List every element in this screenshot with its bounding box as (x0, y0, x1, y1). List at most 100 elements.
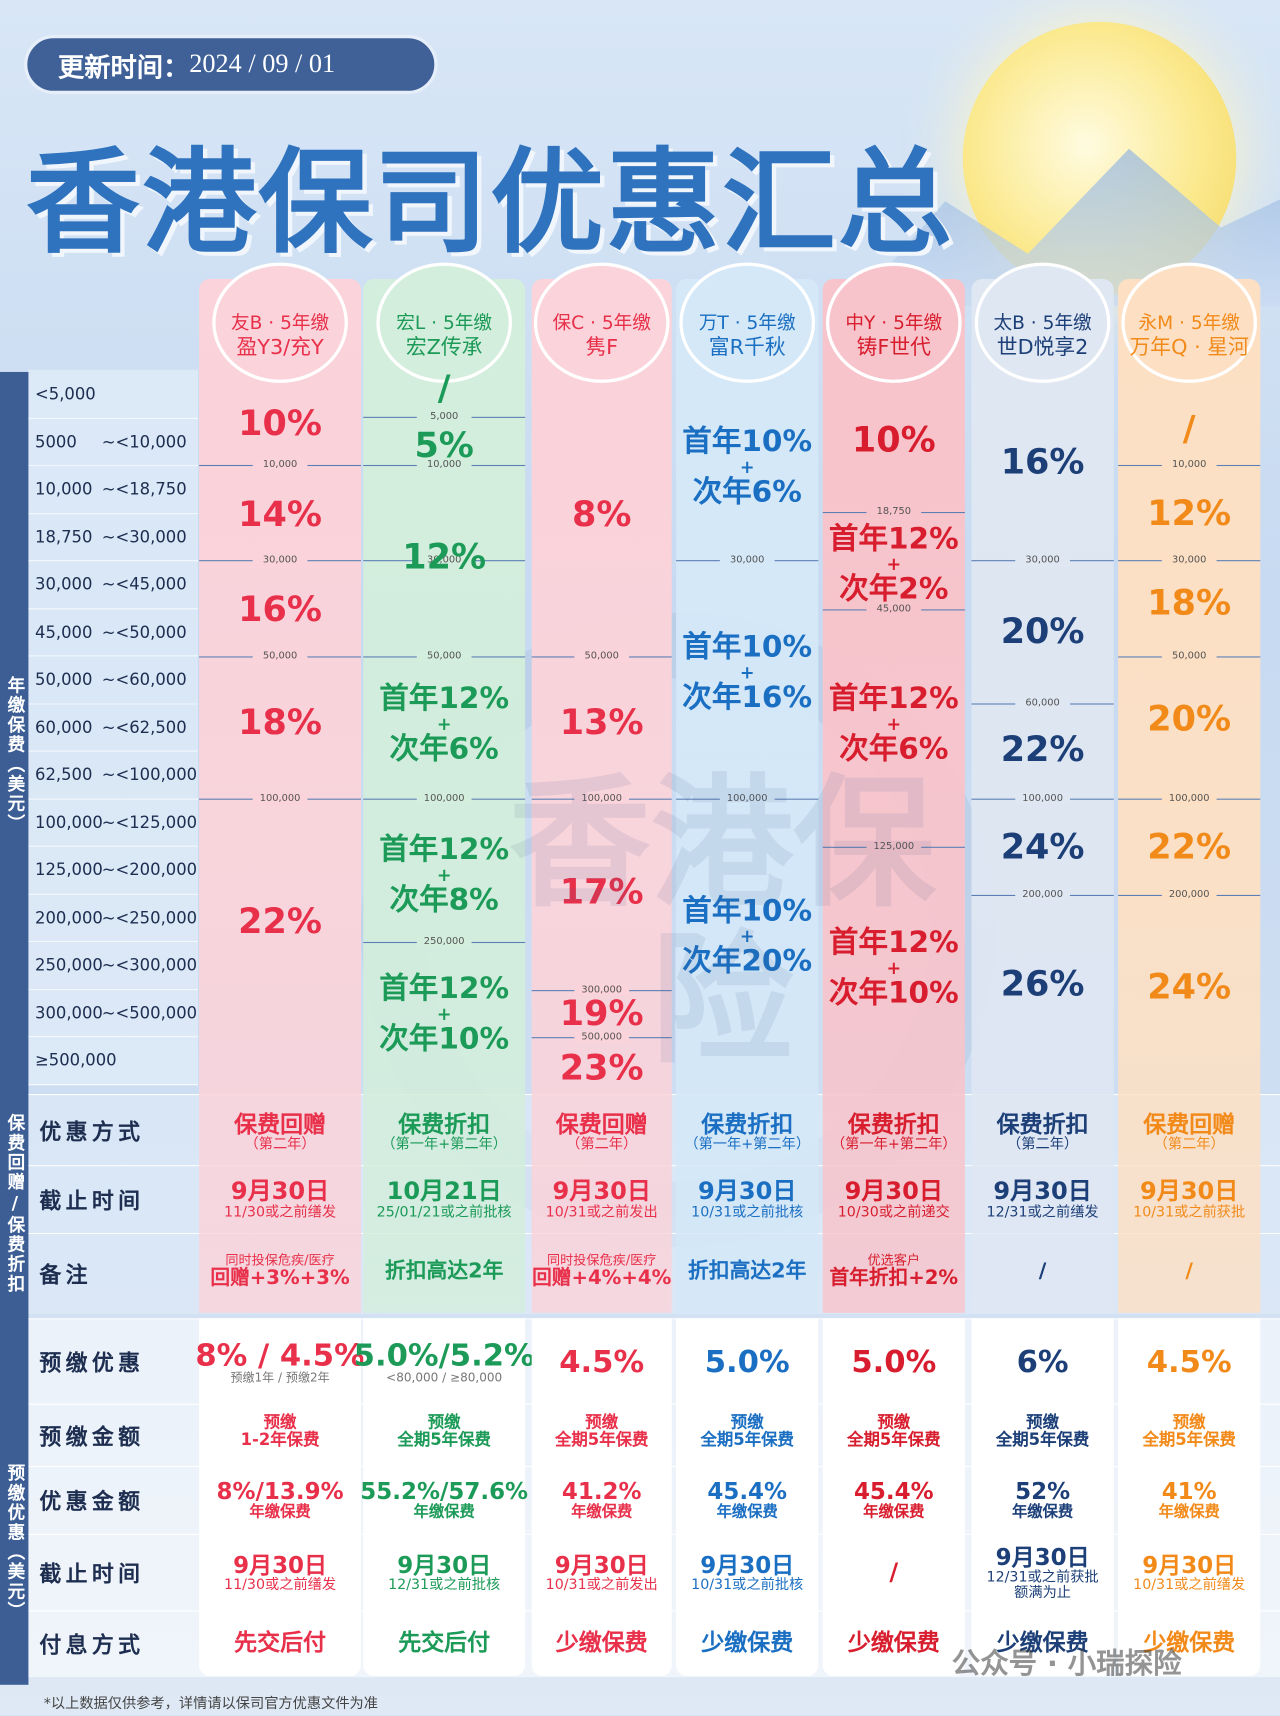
range-low: 18,750 (35, 526, 93, 547)
payment: 少缴保费 (701, 1628, 794, 1656)
method: 保费折扣 （第一年+第二年） (363, 1112, 525, 1152)
range-row-bg (28, 988, 199, 1038)
prepay-deadline-line: 额满为止 (1014, 1584, 1072, 1601)
benefit-line: 52% (1015, 1478, 1071, 1505)
row-label: 截止时间 (39, 1560, 145, 1587)
row-label: 预缴金额 (39, 1423, 145, 1450)
benefit-line: 年缴保费 (571, 1502, 633, 1521)
deadline-line: 9月30日 (1139, 1178, 1239, 1206)
remark: 优选客户 首年折扣+2% (823, 1253, 965, 1289)
tier-line: 26% (1000, 962, 1085, 1005)
tier-line: 次年6% (839, 732, 949, 767)
range-low: 30,000 (35, 574, 93, 595)
prepay-deadline-line: 10/31或之前批核 (691, 1576, 804, 1594)
prepay-amount-line: 全期5年保费 (397, 1429, 491, 1450)
prepay-amount-line: 全期5年保费 (995, 1429, 1090, 1450)
range-low: 125,000 (35, 859, 103, 880)
prepay-amount-line: 预缴 (1026, 1412, 1060, 1432)
tier-line: 24% (1000, 825, 1085, 868)
divider-label: 250,000 (416, 936, 472, 948)
tier-line: 首年12% (379, 681, 510, 716)
range-high: ~<50,000 (101, 621, 187, 642)
tier-line: 次年10% (828, 976, 959, 1011)
product-brand: 宏L · 5年缴 (396, 312, 493, 335)
tier-line: 10% (238, 402, 322, 444)
prepay: 5.0% (676, 1343, 818, 1380)
tier-line: 次年6% (692, 475, 802, 510)
section-label: 预缴优惠（美元） (4, 1463, 26, 1622)
range-low: <5,000 (35, 383, 96, 404)
product-brand: 太B · 5年缴 (993, 312, 1092, 335)
divider-label: 500,000 (574, 1031, 630, 1043)
method-line: （第一年+第二年） (381, 1135, 508, 1153)
method: 保费折扣 （第二年） (971, 1112, 1113, 1152)
row-label: 优惠金额 (39, 1488, 145, 1515)
tier: 12% (1118, 494, 1260, 532)
title: 香港保司优惠汇总 (26, 135, 954, 270)
range-low: 62,500 (35, 764, 93, 785)
benefit-line: 年缴保费 (1158, 1502, 1220, 1521)
prepay-deadline-line: 12/31或之前批核 (388, 1576, 501, 1594)
tier-line: 16% (238, 588, 322, 630)
remark-line: 同时投保危疾/医疗 (225, 1252, 335, 1268)
product-name: 隽F (585, 335, 619, 360)
tier-line: 次年10% (379, 1022, 510, 1057)
range-row-bg (28, 1036, 199, 1085)
divider-label: 30,000 (416, 554, 472, 566)
prepay-amount: 预缴 全期5年保费 (823, 1413, 965, 1449)
prepay-amount: 预缴 全期5年保费 (971, 1412, 1113, 1450)
tier-line: 18% (1147, 581, 1232, 624)
product-name: 世D悦享2 (996, 335, 1089, 360)
tier-line: 12% (1147, 492, 1232, 534)
prepay: 4.5% (1118, 1345, 1260, 1379)
tier-line: 10% (851, 418, 936, 461)
tier: 16% (971, 443, 1113, 481)
tier: / (363, 369, 525, 407)
method-line: 保费折扣 (701, 1111, 794, 1138)
method-line: 保费折扣 (996, 1111, 1089, 1138)
tier-line: 8% (571, 493, 632, 535)
benefit-line: 年缴保费 (716, 1502, 778, 1521)
benefit: 41.2% 年缴保费 (532, 1479, 672, 1520)
tier-line: + (739, 662, 755, 684)
tier: 10% (823, 421, 965, 459)
benefit: 41% 年缴保费 (1118, 1479, 1260, 1520)
tier: 18% (1118, 584, 1260, 622)
section-label: 年缴保费（美元） (4, 676, 26, 834)
badge (1121, 262, 1258, 383)
tier-line: 20% (1000, 610, 1085, 652)
tier: 22% (1118, 828, 1260, 866)
tier: 23% (532, 1049, 672, 1087)
product-name: 盈Y3/充Y (236, 335, 324, 360)
prepay-line: 5.0% (704, 1343, 790, 1380)
tier: 首年10% + 次年16% (676, 631, 818, 714)
payment: 少缴保费 (847, 1628, 940, 1656)
deadline-line: 9月30日 (844, 1178, 944, 1206)
tier-line: 首年12% (828, 522, 959, 556)
divider-label: 30,000 (719, 554, 775, 566)
tier: 17% (532, 873, 672, 911)
prepay-line: 5.0%/5.2% (353, 1336, 535, 1373)
column-bottom (531, 1318, 672, 1677)
tier: 首年10% + 次年6% (676, 426, 818, 509)
method-line: （第二年） (1153, 1135, 1225, 1153)
divider-label: 30,000 (1015, 554, 1070, 566)
prepay: 8% / 4.5% 预缴1年 / 预缴2年 (195, 1338, 364, 1385)
product-name: 宏Z传承 (405, 335, 483, 360)
row-label: 截止时间 (39, 1187, 145, 1214)
deadline-line: 9月30日 (698, 1178, 797, 1206)
divider-label: 200,000 (1015, 889, 1070, 901)
left-band (0, 371, 29, 1685)
prepay-amount-line: 预缴 (427, 1412, 461, 1432)
benefit-line: 年缴保费 (863, 1502, 925, 1521)
prepay-deadline-line: 9月30日 (700, 1552, 795, 1579)
prepay-deadline-line: 9月30日 (995, 1544, 1090, 1571)
tier-line: 首年12% (828, 681, 959, 716)
tier: 18% (199, 703, 361, 741)
range-row-bg (28, 417, 199, 467)
deadline: 9月30日 11/30或之前缮发 (199, 1179, 361, 1220)
range-low: 50,000 (35, 669, 93, 690)
badge (679, 262, 816, 383)
benefit-line: 45.4% (707, 1478, 788, 1505)
